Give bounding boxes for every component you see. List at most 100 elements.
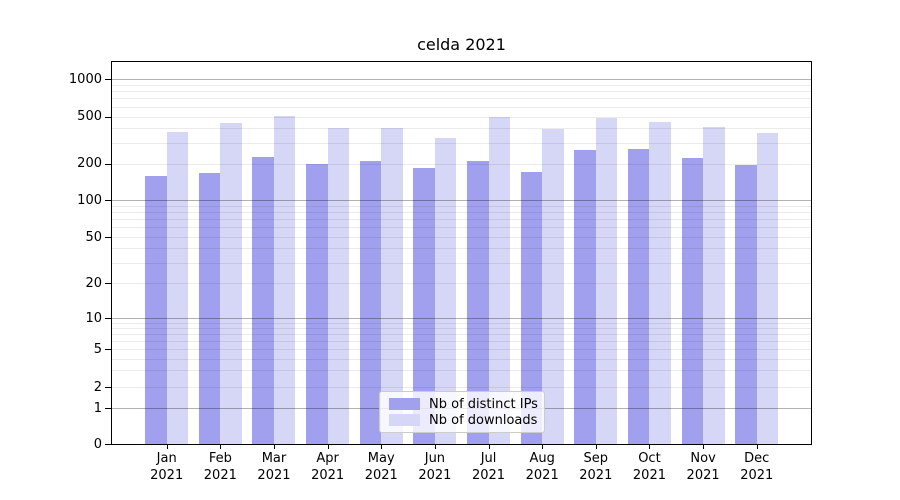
minor-gridline-2 xyxy=(112,387,811,389)
minor-gridline-800 xyxy=(112,91,811,93)
minor-gridline-90 xyxy=(112,205,811,207)
bar-downloads-4 xyxy=(327,128,350,444)
x-tick-mark-3 xyxy=(273,445,275,449)
y-tick-mark-200 xyxy=(105,163,111,165)
x-tick-label-11: Nov 2021 xyxy=(686,451,720,483)
y-tick-label-50: 50 xyxy=(85,229,102,245)
y-tick-mark-10 xyxy=(105,318,111,320)
x-tick-mark-9 xyxy=(595,445,597,449)
bar-distinct-ips-7 xyxy=(467,160,489,444)
y-tick-label-200: 200 xyxy=(77,156,102,172)
bar-distinct-ips-2 xyxy=(198,172,221,444)
y-tick-mark-100 xyxy=(105,200,111,202)
y-tick-mark-500 xyxy=(105,116,111,118)
minor-gridline-50 xyxy=(112,237,811,238)
y-tick-label-0: 0 xyxy=(93,436,102,452)
x-tick-label-6: Jun 2021 xyxy=(418,451,452,483)
y-tick-label-500: 500 xyxy=(77,109,102,125)
legend-label-distinct-ips: Nb of distinct IPs xyxy=(429,396,538,412)
bar-downloads-10 xyxy=(649,122,671,444)
legend-swatch-downloads xyxy=(389,414,420,426)
major-gridline-100 xyxy=(112,200,811,202)
minor-gridline-900 xyxy=(112,84,811,86)
y-tick-label-100: 100 xyxy=(77,192,102,208)
minor-gridline-4 xyxy=(112,358,811,360)
y-tick-mark-1 xyxy=(105,408,111,410)
major-gridline-1000 xyxy=(112,79,811,80)
y-tick-mark-2 xyxy=(105,387,111,389)
y-tick-label-1000: 1000 xyxy=(68,71,102,87)
y-tick-mark-1000 xyxy=(105,79,111,80)
legend-label-downloads: Nb of downloads xyxy=(429,412,538,428)
x-tick-label-1: Jan 2021 xyxy=(150,451,184,483)
x-tick-label-3: Mar 2021 xyxy=(257,451,291,483)
minor-gridline-20 xyxy=(112,283,811,285)
legend-row-distinct-ips: Nb of distinct IPs xyxy=(389,396,538,412)
minor-gridline-3 xyxy=(112,370,811,372)
minor-gridline-6 xyxy=(112,341,811,343)
x-tick-mark-1 xyxy=(166,445,168,449)
bar-distinct-ips-6 xyxy=(413,167,435,444)
x-tick-mark-5 xyxy=(381,445,383,449)
legend: Nb of distinct IPs Nb of downloads xyxy=(379,391,545,433)
x-tick-label-2: Feb 2021 xyxy=(203,451,237,483)
bar-distinct-ips-11 xyxy=(681,157,704,444)
minor-gridline-300 xyxy=(112,142,811,144)
minor-gridline-700 xyxy=(112,98,811,100)
minor-gridline-30 xyxy=(112,262,811,264)
chart-title: celda 2021 xyxy=(417,35,506,54)
y-tick-mark-20 xyxy=(105,283,111,285)
minor-gridline-7 xyxy=(112,334,811,336)
minor-gridline-40 xyxy=(112,248,811,250)
y-tick-label-2: 2 xyxy=(93,379,102,395)
bar-downloads-12 xyxy=(756,132,779,444)
x-tick-mark-10 xyxy=(649,445,651,449)
legend-row-downloads: Nb of downloads xyxy=(389,412,538,428)
x-tick-mark-11 xyxy=(703,445,705,449)
x-tick-mark-7 xyxy=(488,445,490,449)
bar-downloads-3 xyxy=(273,116,296,444)
x-tick-mark-4 xyxy=(327,445,329,449)
minor-gridline-600 xyxy=(112,106,811,108)
bar-distinct-ips-12 xyxy=(735,164,757,444)
y-tick-label-20: 20 xyxy=(85,275,102,291)
y-tick-mark-50 xyxy=(105,237,111,238)
y-tick-label-5: 5 xyxy=(93,341,102,357)
x-tick-label-12: Dec 2021 xyxy=(740,451,774,483)
minor-gridline-80 xyxy=(112,212,811,214)
bar-downloads-2 xyxy=(220,122,242,444)
plot-area: Nb of distinct IPs Nb of downloads xyxy=(111,61,812,445)
bar-distinct-ips-9 xyxy=(574,150,596,444)
y-tick-mark-5 xyxy=(105,349,111,351)
bar-distinct-ips-3 xyxy=(252,157,274,444)
minor-gridline-9 xyxy=(112,323,811,324)
bar-downloads-7 xyxy=(488,117,511,444)
minor-gridline-70 xyxy=(112,219,811,221)
minor-gridline-5 xyxy=(112,349,811,351)
bar-distinct-ips-5 xyxy=(359,160,382,444)
bar-distinct-ips-10 xyxy=(627,149,650,444)
bar-downloads-9 xyxy=(595,117,618,444)
y-tick-label-1: 1 xyxy=(93,400,102,416)
minor-gridline-60 xyxy=(112,227,811,229)
y-tick-mark-0 xyxy=(105,444,111,445)
x-tick-label-9: Sep 2021 xyxy=(579,451,613,483)
minor-gridline-500 xyxy=(112,116,811,118)
bar-distinct-ips-8 xyxy=(520,171,543,444)
y-tick-label-10: 10 xyxy=(85,310,102,326)
legend-swatch-distinct-ips xyxy=(389,398,420,410)
minor-gridline-8 xyxy=(112,328,811,330)
x-tick-mark-8 xyxy=(542,445,544,449)
x-tick-label-10: Oct 2021 xyxy=(632,451,666,483)
bar-downloads-8 xyxy=(542,129,564,444)
major-gridline-10 xyxy=(112,318,811,320)
bar-downloads-5 xyxy=(381,127,403,444)
x-tick-label-8: Aug 2021 xyxy=(525,451,559,483)
x-tick-mark-2 xyxy=(220,445,222,449)
bar-distinct-ips-1 xyxy=(145,175,167,444)
minor-gridline-400 xyxy=(112,128,811,130)
x-tick-label-4: Apr 2021 xyxy=(311,451,345,483)
minor-gridline-200 xyxy=(112,163,811,165)
bar-distinct-ips-4 xyxy=(306,164,328,444)
